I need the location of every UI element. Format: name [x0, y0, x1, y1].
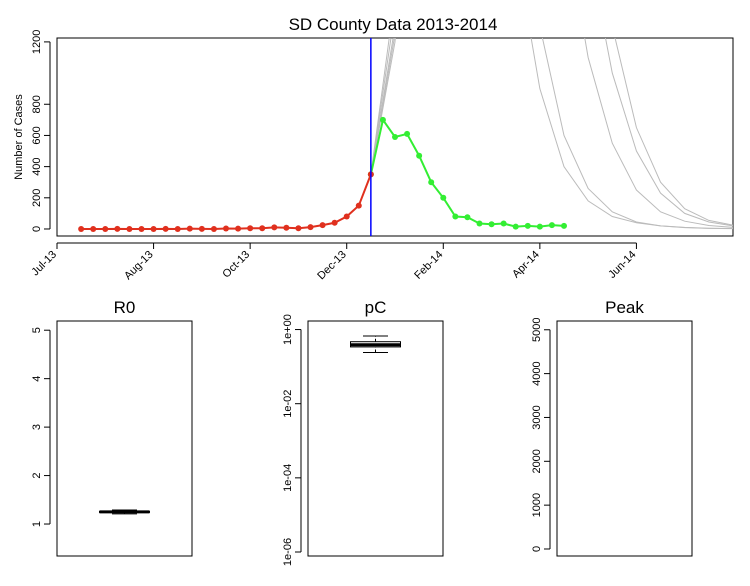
point	[174, 225, 181, 232]
point	[524, 222, 531, 229]
y-tick-label: 0	[31, 226, 43, 232]
y-tick-label: 800	[31, 95, 43, 113]
point	[114, 225, 121, 232]
y-tick-label: 4	[31, 376, 43, 382]
point	[440, 194, 447, 201]
series-line	[370, 38, 733, 230]
point	[488, 221, 495, 228]
y-tick-label: 1	[31, 521, 43, 527]
point	[561, 222, 567, 229]
y-tick-label: 4000	[531, 361, 543, 385]
y-tick-label: 200	[31, 189, 43, 207]
x-tick-label: Apr-14	[510, 249, 542, 281]
point	[379, 116, 386, 123]
point	[404, 130, 411, 137]
plot-frame	[56, 320, 193, 557]
point	[271, 224, 278, 231]
series-line	[370, 38, 733, 228]
y-tick-label: 2000	[531, 449, 543, 473]
series-line	[81, 174, 372, 230]
x-tick-label: Jul-13	[29, 249, 59, 279]
y-tick-label: 5000	[531, 318, 543, 342]
point	[428, 179, 435, 186]
point	[150, 225, 157, 232]
point	[464, 214, 471, 221]
y-tick-label: 3	[31, 424, 43, 430]
y-tick-label: 1e-02	[282, 390, 294, 418]
point	[210, 225, 217, 232]
point	[392, 134, 398, 140]
point	[536, 223, 543, 230]
point	[162, 225, 169, 232]
x-tick-label: Feb-14	[412, 249, 445, 282]
y-axis-label: Number of Cases	[13, 94, 25, 180]
point	[476, 220, 483, 227]
point	[235, 225, 242, 232]
series-line	[370, 38, 733, 227]
point	[512, 223, 519, 230]
point	[548, 222, 555, 229]
y-tick-label: 400	[31, 157, 43, 175]
point	[355, 202, 362, 209]
point	[102, 225, 109, 232]
point	[186, 225, 193, 232]
plot-area	[78, 38, 733, 232]
y-tick-label: 0	[531, 546, 543, 552]
point	[138, 225, 145, 232]
x-tick-label: Jun-14	[606, 249, 638, 281]
y-tick-label: 2	[31, 473, 43, 479]
x-tick-label: Aug-13	[122, 249, 156, 283]
y-tick-label: 1200	[31, 30, 43, 54]
y-tick-label: 1e-06	[282, 538, 294, 566]
chart-title: pC	[365, 298, 387, 317]
point	[90, 225, 97, 232]
point	[247, 225, 254, 232]
point	[223, 225, 229, 232]
point	[307, 224, 314, 231]
y-tick-label: 5	[31, 327, 43, 333]
point	[126, 225, 133, 232]
y-tick-label: 1000	[531, 493, 543, 517]
series-line	[370, 38, 733, 226]
x-tick-label: Dec-13	[315, 249, 349, 283]
point	[343, 213, 350, 220]
chart-title: R0	[114, 298, 136, 317]
series-line	[369, 117, 565, 228]
y-tick-label: 3000	[531, 405, 543, 429]
plot-frame	[556, 320, 693, 557]
point	[198, 225, 205, 232]
plot-frame	[307, 320, 444, 557]
point	[500, 220, 507, 227]
point	[78, 225, 85, 232]
chart-title: Peak	[605, 298, 644, 317]
point	[295, 225, 302, 232]
point	[416, 152, 423, 159]
x-tick-label: Oct-13	[220, 249, 252, 281]
chart-title: SD County Data 2013-2014	[289, 15, 498, 34]
point	[331, 219, 338, 226]
point	[319, 222, 326, 229]
point	[283, 224, 290, 231]
point	[452, 213, 459, 220]
point	[259, 225, 266, 232]
series-line	[370, 38, 733, 230]
y-tick-label: 600	[31, 126, 43, 144]
y-tick-label: 1e-04	[282, 464, 294, 492]
y-tick-label: 1e+00	[282, 314, 294, 345]
